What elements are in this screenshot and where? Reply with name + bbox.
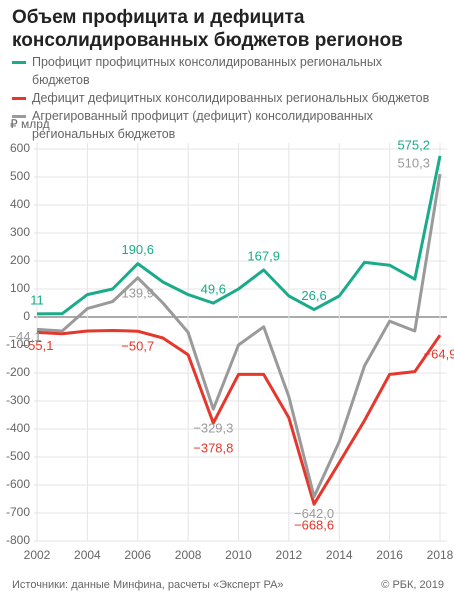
legend-swatch bbox=[12, 61, 26, 64]
chart-title: Объем профицита и дефицита консолидирова… bbox=[12, 7, 403, 51]
credit: © РБК, 2019 bbox=[381, 579, 444, 591]
legend-label: Агрегированный профицит (дефицит) консол… bbox=[32, 109, 373, 141]
data-label: −329,3 bbox=[193, 421, 233, 436]
y-tick-label: -600 bbox=[6, 477, 30, 491]
data-label: 575,2 bbox=[397, 137, 430, 152]
x-tick-label: 2002 bbox=[24, 548, 51, 562]
y-tick-label: 500 bbox=[10, 169, 30, 183]
x-tick-label: 2004 bbox=[74, 548, 101, 562]
data-label: −55,1 bbox=[21, 338, 54, 353]
legend-entry: Агрегированный профицит (дефицит) консол… bbox=[12, 107, 442, 143]
series-line bbox=[36, 328, 442, 506]
x-tick-label: 2008 bbox=[175, 548, 202, 562]
data-label: 167,9 bbox=[247, 248, 280, 263]
y-tick-label: -300 bbox=[6, 393, 30, 407]
x-tick-label: 2006 bbox=[124, 548, 151, 562]
y-tick-label: -500 bbox=[6, 449, 30, 463]
data-label: 190,6 bbox=[121, 242, 154, 257]
x-tick-label: 2018 bbox=[427, 548, 454, 562]
legend: Профицит профицитных консолидированных р… bbox=[12, 53, 442, 143]
y-axis-label: ₽ млрд bbox=[10, 117, 50, 131]
x-tick-label: 2012 bbox=[276, 548, 303, 562]
x-tick-label: 2016 bbox=[376, 548, 403, 562]
y-tick-label: 200 bbox=[10, 253, 30, 267]
legend-label: Дефицит дефицитных консолидированных рег… bbox=[32, 91, 430, 105]
data-label: 26,6 bbox=[301, 288, 326, 303]
data-label: 139,9 bbox=[121, 285, 154, 300]
data-label: 510,3 bbox=[397, 156, 430, 171]
data-label: −668,6 bbox=[294, 518, 334, 533]
y-tick-label: -400 bbox=[6, 421, 30, 435]
data-label: −642,0 bbox=[294, 506, 334, 521]
data-label: 49,6 bbox=[201, 282, 226, 297]
legend-entry: Профицит профицитных консолидированных р… bbox=[12, 53, 442, 89]
legend-entry: Дефицит дефицитных консолидированных рег… bbox=[12, 89, 442, 107]
y-tick-label: 600 bbox=[10, 141, 30, 155]
y-tick-label: 0 bbox=[23, 309, 30, 323]
series-line bbox=[36, 155, 442, 316]
x-tick-label: 2010 bbox=[225, 548, 252, 562]
data-label: −64,9 bbox=[424, 347, 454, 362]
y-tick-label: 100 bbox=[10, 281, 30, 295]
data-label: −44,1 bbox=[9, 329, 42, 344]
x-tick-label: 2014 bbox=[326, 548, 353, 562]
data-label: 11 bbox=[30, 292, 44, 307]
source: Источники: данные Минфина, расчеты «Эксп… bbox=[12, 579, 284, 591]
legend-label: Профицит профицитных консолидированных р… bbox=[32, 55, 383, 87]
y-tick-label: -200 bbox=[6, 365, 30, 379]
legend-swatch bbox=[12, 97, 26, 100]
series-line bbox=[36, 173, 442, 499]
data-label: −50,7 bbox=[121, 339, 154, 354]
y-tick-label: 300 bbox=[10, 225, 30, 239]
y-tick-label: -700 bbox=[6, 505, 30, 519]
legend-swatch bbox=[12, 115, 26, 118]
y-tick-label: -800 bbox=[6, 533, 30, 547]
y-tick-label: -100 bbox=[6, 337, 30, 351]
y-tick-label: 400 bbox=[10, 197, 30, 211]
data-label: −378,8 bbox=[193, 441, 233, 456]
